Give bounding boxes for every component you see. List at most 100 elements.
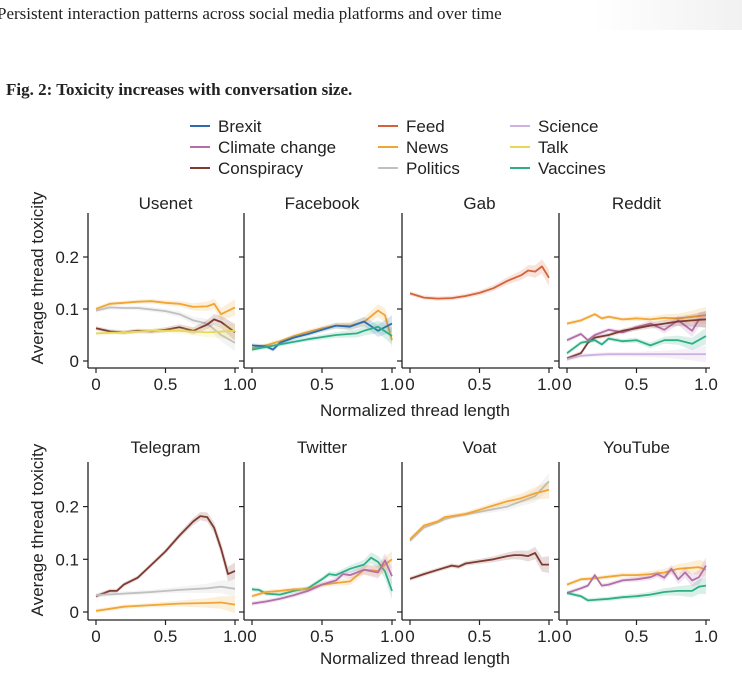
- series-news: [95, 298, 236, 321]
- x-tick-label: 0: [405, 375, 414, 394]
- confidence-band: [252, 320, 392, 352]
- y-tick-label: 0.2: [55, 248, 79, 267]
- confidence-band: [567, 327, 706, 356]
- confidence-band: [252, 552, 392, 600]
- y-axis-label-bottom: Average thread toxicity: [28, 443, 47, 616]
- legend-item-feed: Feed: [378, 117, 445, 136]
- x-tick-label: 0: [91, 375, 100, 394]
- series-news: [566, 306, 707, 326]
- x-tick-label: 1.0: [380, 375, 404, 394]
- x-tick-label: 1.0: [694, 627, 718, 646]
- panel-title: Usenet: [139, 194, 193, 213]
- legend-label: Conspiracy: [218, 159, 304, 178]
- confidence-band: [410, 546, 549, 581]
- legend-label: News: [406, 138, 449, 157]
- legend-item-news: News: [378, 138, 449, 157]
- panel-telegram: Telegram 0 0.1 0.2 0 0.5 1.0: [55, 438, 246, 646]
- series-line: [566, 313, 707, 325]
- legend-item-vaccines: Vaccines: [510, 159, 606, 178]
- y-tick-label: 0.1: [55, 300, 79, 319]
- y-tick-label: 0.2: [55, 498, 79, 517]
- x-tick-label: 0: [247, 375, 256, 394]
- legend-item-climate-change: Climate change: [190, 138, 336, 157]
- confidence-band: [567, 559, 706, 587]
- x-tick-label: 0.5: [154, 375, 178, 394]
- series-news: [95, 596, 236, 614]
- panel-usenet: Usenet 0 0.1 0.2 0 0.5 1.0: [55, 194, 246, 394]
- legend-label: Brexit: [218, 117, 262, 136]
- panel-voat: Voat 0 0.5 1.0: [397, 438, 561, 646]
- x-tick-label: 0: [562, 627, 571, 646]
- confidence-band: [96, 298, 235, 321]
- x-tick-label: 0: [247, 627, 256, 646]
- series-talk: [95, 322, 236, 340]
- panel-title: Telegram: [131, 438, 201, 457]
- x-axis-label-bottom: Normalized thread length: [320, 649, 510, 668]
- x-tick-label: 1.0: [223, 627, 247, 646]
- panel-title: Voat: [462, 438, 496, 457]
- panel-youtube: YouTube 0 0.5 1.0: [554, 438, 718, 646]
- series-line: [251, 320, 393, 351]
- x-tick-label: 1.0: [380, 627, 404, 646]
- panel-title: Reddit: [612, 194, 661, 213]
- x-tick-label: 0.5: [310, 627, 334, 646]
- series-conspiracy: [409, 546, 550, 581]
- confidence-band: [410, 259, 549, 301]
- confidence-band: [567, 306, 706, 326]
- x-axis-label-top: Normalized thread length: [320, 401, 510, 420]
- panel-title: Twitter: [297, 438, 347, 457]
- legend-label: Feed: [406, 117, 445, 136]
- x-tick-label: 0.5: [625, 627, 649, 646]
- panel-title: YouTube: [603, 438, 670, 457]
- series-vaccines: [251, 320, 393, 352]
- legend: Brexit Climate change Conspiracy Feed News Po…: [190, 117, 606, 178]
- legend-item-conspiracy: Conspiracy: [190, 159, 304, 178]
- panel-twitter: Twitter 0 0.5 1.0: [239, 438, 404, 646]
- legend-item-brexit: Brexit: [190, 117, 262, 136]
- legend-label: Politics: [406, 159, 460, 178]
- panel-gab: Gab 0 0.5 1.0: [397, 194, 561, 394]
- y-tick-label: 0: [70, 352, 79, 371]
- series-conspiracy: [566, 311, 707, 361]
- series-vaccines: [566, 327, 707, 356]
- article-header-bar: Persistent interaction patterns across s…: [0, 0, 742, 30]
- legend-label: Talk: [538, 138, 569, 157]
- y-tick-label: 0: [70, 603, 79, 622]
- x-tick-label: 0: [562, 375, 571, 394]
- confidence-band: [252, 553, 392, 606]
- x-tick-label: 1.0: [223, 375, 247, 394]
- series-science: [566, 345, 707, 363]
- legend-label: Science: [538, 117, 598, 136]
- series-line: [409, 552, 549, 580]
- series-line: [409, 480, 550, 542]
- legend-item-talk: Talk: [510, 138, 569, 157]
- figure-title: Fig. 2: Toxicity increases with conversa…: [6, 80, 353, 99]
- panel-title: Gab: [463, 194, 495, 213]
- series-feed: [409, 259, 550, 301]
- panel-title: Facebook: [285, 194, 360, 213]
- series-conspiracy: [95, 512, 236, 599]
- series-news: [409, 481, 550, 542]
- legend-item-politics: Politics: [378, 159, 460, 178]
- series-politics: [409, 472, 550, 543]
- x-tick-label: 1.0: [694, 375, 718, 394]
- article-title[interactable]: Persistent interaction patterns across s…: [0, 4, 502, 23]
- x-tick-label: 1.0: [537, 375, 561, 394]
- series-line: [566, 335, 707, 354]
- confidence-band: [96, 314, 235, 341]
- series-vaccines: [251, 552, 393, 600]
- legend-item-science: Science: [510, 117, 598, 136]
- series-line: [251, 325, 393, 351]
- x-tick-label: 1.0: [537, 627, 561, 646]
- series-climate-change: [251, 553, 393, 606]
- series-vaccines: [566, 577, 707, 603]
- series-line: [95, 601, 236, 612]
- panel-facebook: Facebook 0 0.5 1.0: [239, 194, 404, 394]
- legend-label: Vaccines: [538, 159, 606, 178]
- x-tick-label: 0.5: [154, 627, 178, 646]
- series-line: [95, 300, 236, 316]
- series-climate-change: [566, 311, 707, 343]
- confidence-band: [96, 512, 235, 599]
- legend-label: Climate change: [218, 138, 336, 157]
